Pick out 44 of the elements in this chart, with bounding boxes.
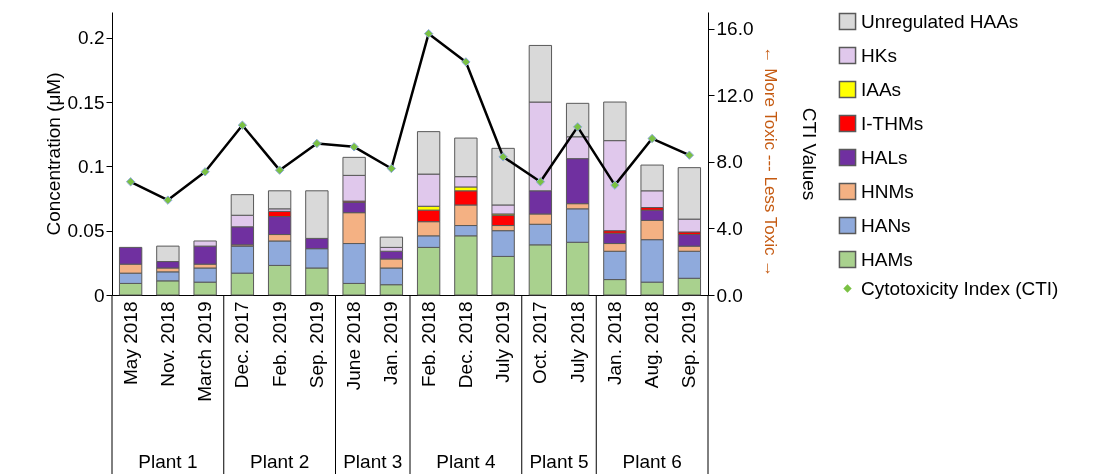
y-tick-label: 0.1 <box>78 155 105 177</box>
legend-label: HNMs <box>861 180 914 202</box>
legend-label: Cytotoxicity Index (CTI) <box>861 277 1059 299</box>
x-tick-label: Oct. 2017 <box>529 301 551 384</box>
text: Plant 3 <box>343 451 403 472</box>
x-tick-label: June 2018 <box>343 301 365 391</box>
x-tick-label: Sep. 2019 <box>678 301 700 389</box>
legend-label: IAAs <box>861 78 902 100</box>
x-tick-label: Aug. 2018 <box>641 301 663 389</box>
text: ← More Toxic --- Less Toxic → <box>761 46 780 278</box>
x-tick-label: May 2018 <box>119 301 141 385</box>
y-tick-label: 0.15 <box>67 91 105 113</box>
y2-tick-label: 0.0 <box>716 284 743 306</box>
y2-tick-label: 12.0 <box>716 84 754 106</box>
y2-tick-label: 4.0 <box>716 217 743 239</box>
y2-tick-label: 8.0 <box>716 151 743 173</box>
legend-label: HANs <box>861 214 911 236</box>
legend-label: HALs <box>861 146 908 168</box>
x-tick-label: March 2019 <box>194 301 216 402</box>
x-tick-label: Feb. 2018 <box>417 301 439 388</box>
y-tick-label: 0 <box>93 284 105 306</box>
x-tick-label: Dec. 2017 <box>231 301 253 389</box>
y-tick-label: 0.2 <box>78 27 105 49</box>
y-axis-title: Concentration (μM) <box>42 72 64 236</box>
x-tick-label: Sep. 2019 <box>305 301 327 389</box>
x-tick-label: Jan. 2018 <box>603 301 625 385</box>
x-tick-label: Dec. 2018 <box>454 301 476 389</box>
y2-tick-label: 16.0 <box>716 18 754 40</box>
x-tick-label: July 2019 <box>492 301 514 383</box>
legend-label: I-THMs <box>861 112 924 134</box>
y2-axis-title: CTI Values <box>799 107 821 201</box>
legend-label: HKs <box>861 44 897 66</box>
text: Plant 2 <box>250 451 310 472</box>
text: Plant 4 <box>436 451 496 472</box>
x-tick-label: Feb. 2019 <box>268 301 290 388</box>
x-tick-label: Nov. 2018 <box>156 301 178 387</box>
legend-label: HAMs <box>861 248 913 270</box>
text: Plant 1 <box>138 451 198 472</box>
y-tick-label: 0.05 <box>67 220 105 242</box>
text: Plant 6 <box>622 451 682 472</box>
text: Plant 5 <box>529 451 589 472</box>
legend-label: Unregulated HAAs <box>861 10 1019 32</box>
x-tick-label: July 2018 <box>566 301 588 383</box>
x-tick-label: Jan. 2019 <box>380 301 402 385</box>
